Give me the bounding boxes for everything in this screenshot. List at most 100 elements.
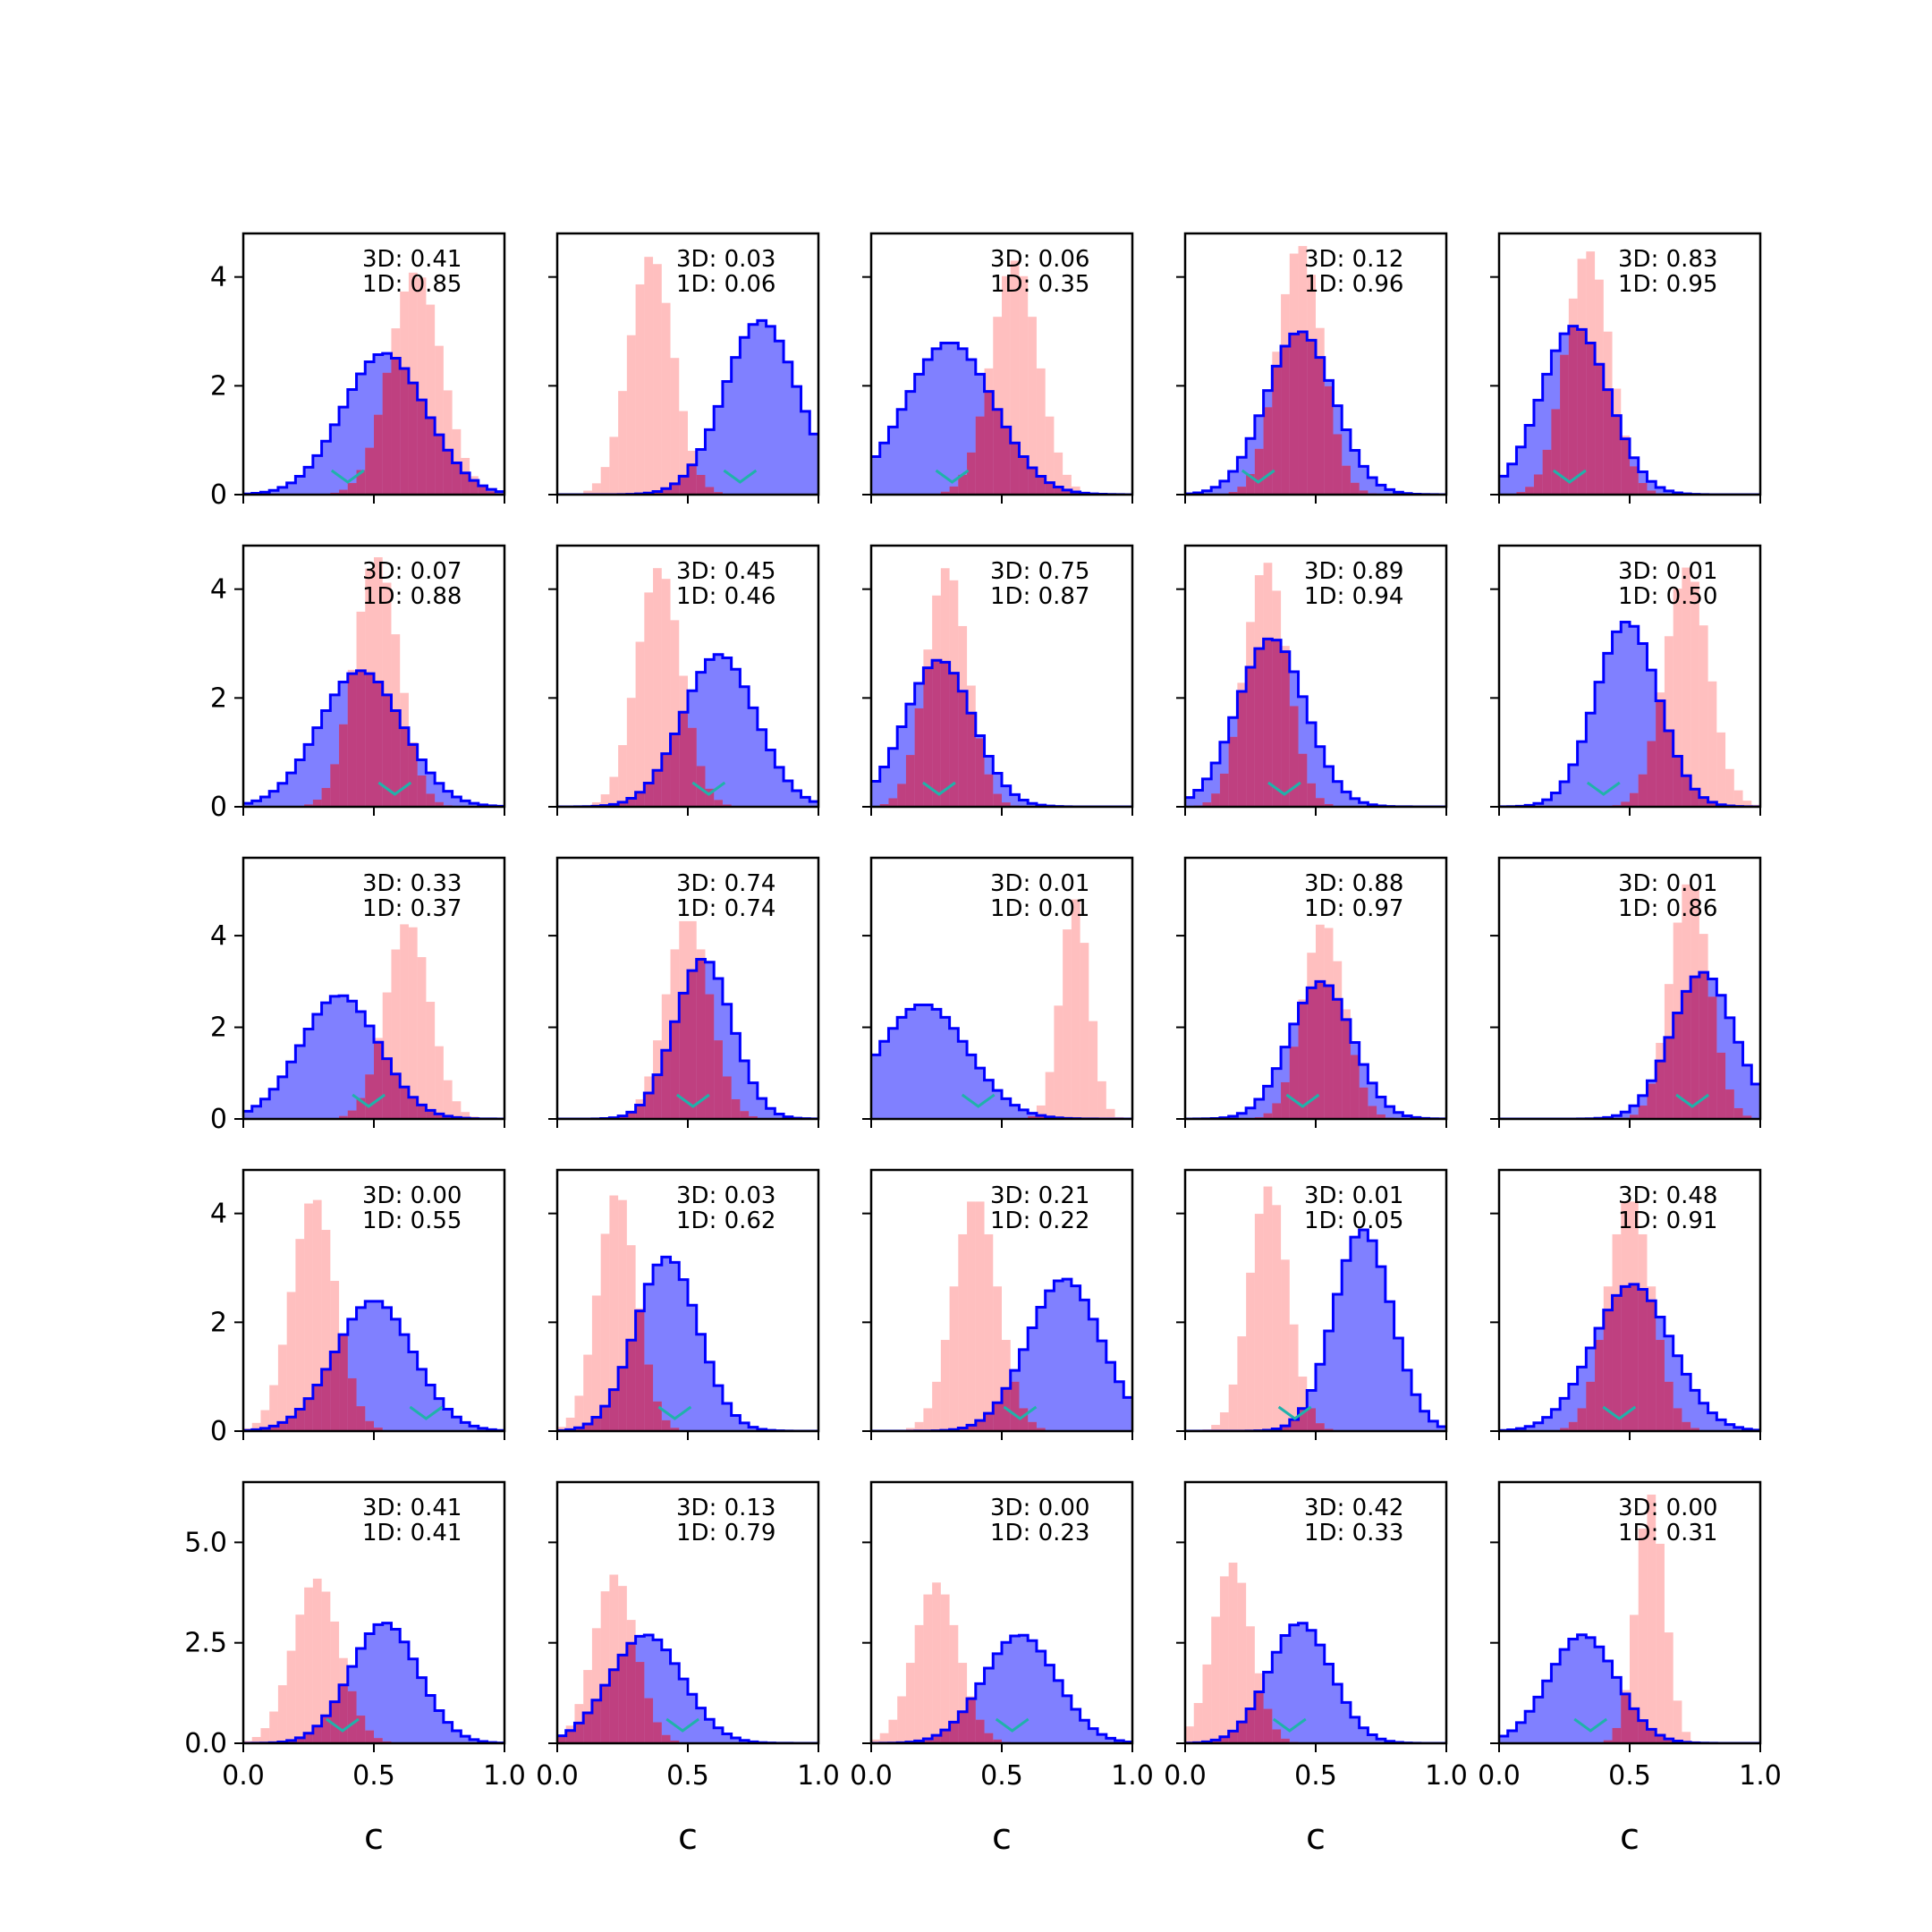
plot-area bbox=[1185, 924, 1446, 1119]
overlap-bar bbox=[644, 1364, 654, 1431]
red-histogram-bar bbox=[949, 1624, 959, 1743]
overlap-bar bbox=[1656, 1340, 1665, 1431]
overlap-bar bbox=[321, 1368, 331, 1431]
overlap-bar bbox=[688, 970, 697, 1119]
plot-area bbox=[243, 272, 504, 495]
marker-chevron-icon bbox=[326, 1717, 360, 1733]
overlap-bar bbox=[1281, 1426, 1290, 1431]
y-tick-label: 4 bbox=[210, 574, 227, 606]
overlap-bar bbox=[1028, 467, 1037, 495]
overlap-bar bbox=[260, 1428, 270, 1431]
overlap-bar bbox=[1272, 640, 1282, 807]
red-histogram-bar bbox=[295, 1614, 305, 1743]
plot-area bbox=[1499, 1494, 1760, 1743]
overlap-bar bbox=[618, 1116, 627, 1119]
marker-chevron-icon bbox=[961, 1093, 996, 1108]
overlap-bar bbox=[1647, 1083, 1657, 1119]
red-histogram-bar bbox=[940, 1594, 950, 1743]
red-histogram-bar bbox=[670, 358, 680, 495]
red-histogram-bar bbox=[417, 957, 427, 1119]
overlap-bar bbox=[1019, 1408, 1029, 1431]
overlap-bar bbox=[1298, 332, 1308, 495]
overlap-bar bbox=[400, 1087, 409, 1119]
overlap-bar bbox=[374, 1042, 383, 1119]
red-histogram-bar bbox=[286, 1650, 296, 1743]
overlap-bar bbox=[1577, 1408, 1587, 1431]
overlap-bar bbox=[1316, 357, 1325, 495]
overlap-bar bbox=[600, 1685, 610, 1743]
overlap-bar bbox=[1612, 1727, 1622, 1743]
overlap-bar bbox=[1036, 1115, 1046, 1119]
red-histogram-bar bbox=[330, 1621, 340, 1743]
annotation-text: 3D: 0.01 bbox=[1618, 870, 1717, 897]
red-histogram-bar bbox=[1045, 416, 1055, 495]
overlap-bar bbox=[661, 1419, 671, 1431]
y-tick-label: 2 bbox=[210, 682, 227, 714]
x-tick-label: 0.0 bbox=[850, 1760, 893, 1792]
marker-chevron-icon bbox=[1602, 1405, 1637, 1420]
blue-histogram-outline bbox=[1499, 620, 1760, 807]
overlap-bar bbox=[679, 476, 688, 495]
red-histogram-bar bbox=[452, 1101, 462, 1119]
overlap-bar bbox=[958, 691, 968, 807]
red-histogram-bar bbox=[321, 1591, 331, 1743]
annotation-text: 1D: 0.97 bbox=[1304, 895, 1403, 922]
annotation-text: 3D: 0.45 bbox=[676, 558, 775, 585]
overlap-bar bbox=[1568, 326, 1578, 495]
overlap-bar bbox=[443, 450, 453, 495]
y-tick-label: 0 bbox=[210, 792, 227, 823]
red-histogram-bar bbox=[1254, 1214, 1264, 1431]
overlap-bar bbox=[356, 1097, 366, 1119]
annotation-text: 3D: 0.75 bbox=[990, 558, 1089, 585]
overlap-bar bbox=[1211, 793, 1220, 807]
red-histogram-bar bbox=[879, 1733, 889, 1743]
red-histogram-bar bbox=[609, 1195, 619, 1431]
overlap-bar bbox=[1307, 1408, 1316, 1431]
overlap-bar bbox=[374, 1428, 383, 1431]
overlap-bar bbox=[1630, 466, 1639, 495]
overlap-bar bbox=[1647, 1729, 1657, 1743]
x-tick-label: 0.5 bbox=[1608, 1760, 1651, 1792]
overlap-bar bbox=[879, 804, 889, 807]
overlap-bar bbox=[1045, 482, 1055, 495]
overlap-bar bbox=[1211, 1740, 1220, 1743]
red-histogram-bar bbox=[1246, 1272, 1255, 1431]
marker-chevron-icon bbox=[330, 469, 365, 484]
overlap-bar bbox=[1621, 438, 1630, 495]
red-histogram-bar bbox=[583, 490, 592, 495]
overlap-bar bbox=[1289, 706, 1299, 807]
red-histogram-bar bbox=[905, 1428, 915, 1431]
overlap-bar bbox=[1368, 1106, 1377, 1119]
overlap-bar bbox=[356, 470, 366, 495]
overlap-bar bbox=[661, 1050, 671, 1119]
x-axis-label: c bbox=[678, 1817, 698, 1858]
overlap-bar bbox=[408, 383, 418, 495]
red-histogram-bar bbox=[984, 1233, 994, 1431]
overlap-bar bbox=[286, 1740, 296, 1743]
overlap-bar bbox=[1638, 1289, 1648, 1431]
red-histogram-bar bbox=[635, 284, 645, 495]
overlap-bar bbox=[888, 798, 898, 807]
red-histogram-bar bbox=[609, 776, 619, 807]
red-histogram-bar bbox=[618, 745, 627, 807]
red-histogram-bar bbox=[1742, 801, 1752, 807]
overlap-bar bbox=[1699, 797, 1708, 807]
overlap-bar bbox=[312, 1385, 322, 1431]
overlap-bar bbox=[1063, 489, 1072, 495]
red-histogram-bar bbox=[591, 1295, 601, 1431]
x-axis-label: c bbox=[1620, 1817, 1640, 1858]
overlap-bar bbox=[1733, 1107, 1743, 1119]
overlap-bar bbox=[1638, 1720, 1648, 1743]
overlap-bar bbox=[1551, 409, 1561, 495]
annotation-text: 3D: 0.48 bbox=[1618, 1182, 1717, 1209]
red-histogram-bar bbox=[1630, 1614, 1639, 1743]
blue-histogram-outline bbox=[243, 994, 504, 1119]
overlap-bar bbox=[1621, 801, 1630, 807]
overlap-bar bbox=[1621, 1286, 1630, 1431]
x-axis-label: c bbox=[364, 1817, 384, 1858]
annotation-text: 1D: 0.88 bbox=[362, 583, 462, 610]
overlap-bar bbox=[1533, 474, 1543, 495]
